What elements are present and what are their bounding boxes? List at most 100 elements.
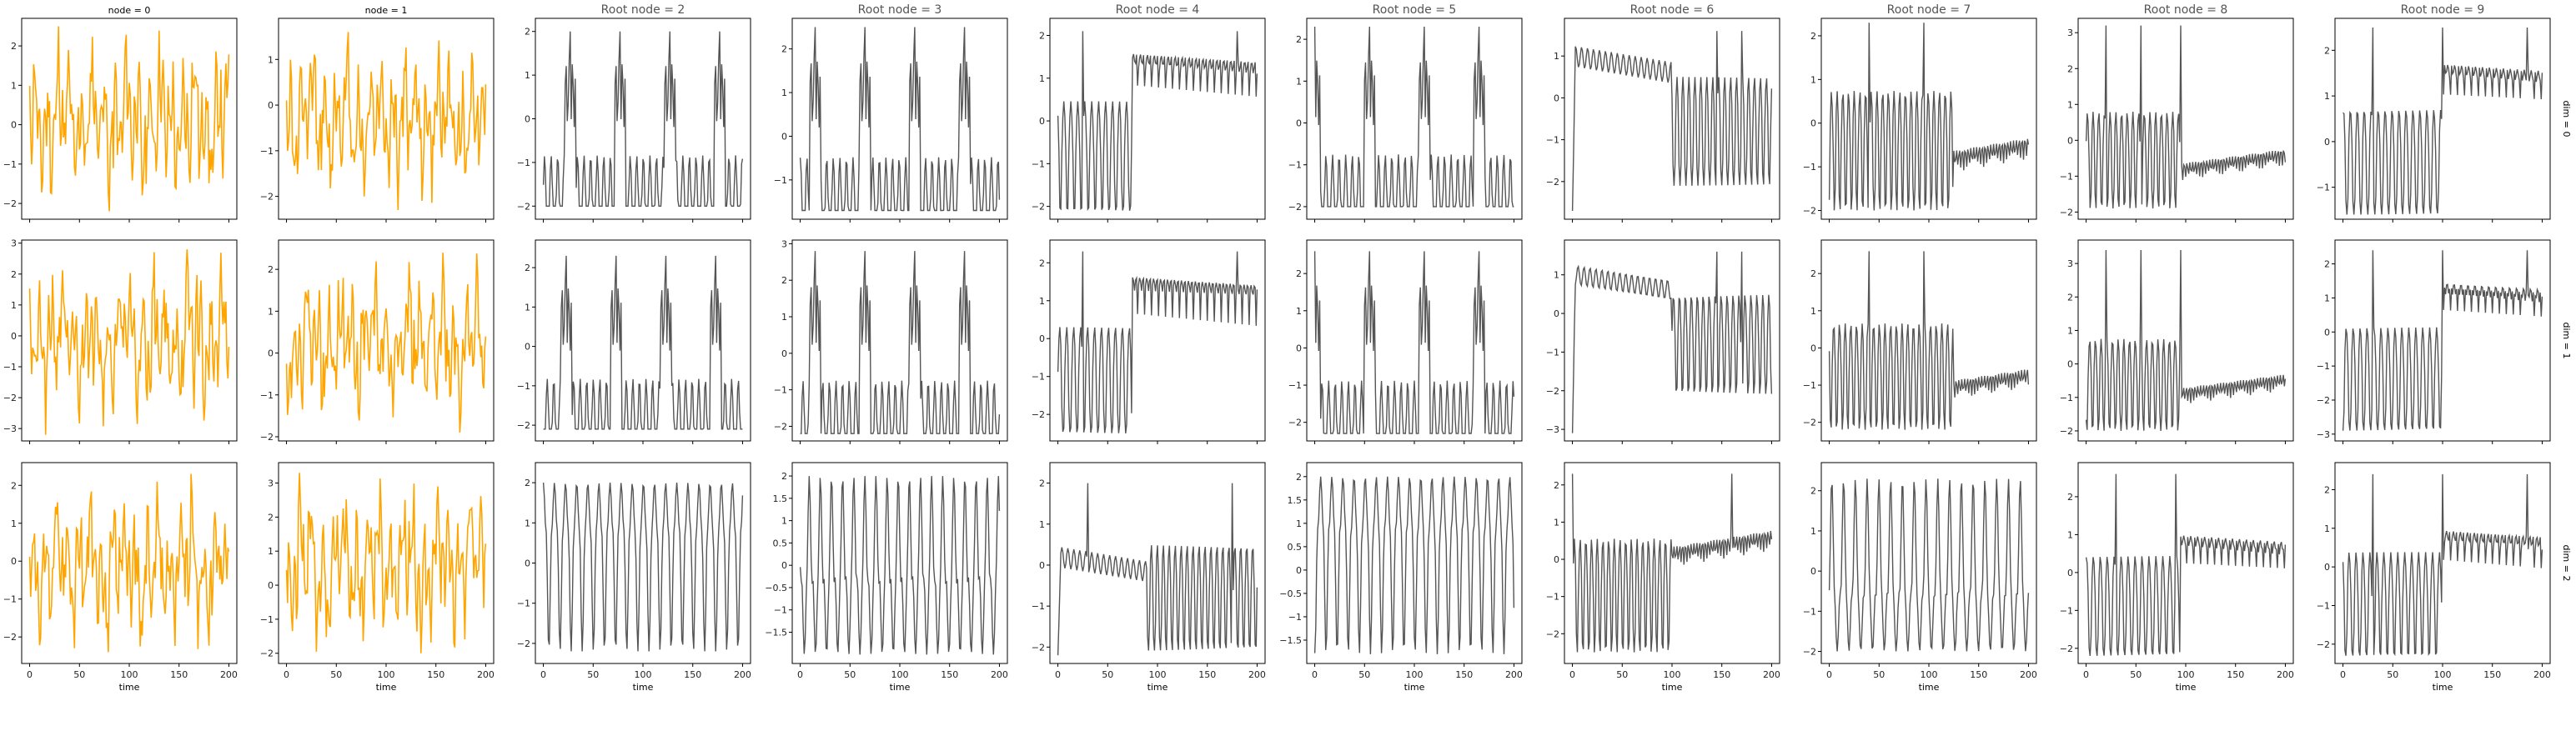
y-tick-label: −2 — [1803, 206, 1816, 217]
y-tick-label: 2 — [1039, 478, 1045, 489]
y-tick-label: 0 — [11, 120, 17, 131]
x-tick-label: 0 — [2340, 669, 2346, 680]
y-tick-label: −1 — [1032, 372, 1045, 383]
y-tick-label: −1 — [1288, 612, 1302, 623]
panel-r2-c7: −2 −1 0 1 2 0 50 100 150 200 time — [1803, 462, 2037, 693]
y-tick-label: 1 — [781, 88, 787, 98]
x-tick-label: 50 — [1358, 669, 1370, 680]
series-line — [1571, 31, 1773, 212]
row-label: dim = 0 — [2561, 101, 2572, 138]
y-tick-label: 1 — [11, 518, 17, 529]
y-tick-label: 0 — [1554, 93, 1559, 103]
y-tick-label: 0 — [1039, 116, 1045, 127]
x-tick-label: 150 — [1970, 669, 1987, 680]
y-tick-label: 2 — [268, 264, 274, 275]
y-tick-label: 1 — [525, 302, 530, 313]
y-tick-label: 0 — [2067, 135, 2073, 146]
y-tick-label: 0 — [1554, 554, 1559, 565]
x-tick-label: 50 — [844, 669, 856, 680]
y-tick-label: 0 — [1296, 565, 1302, 576]
panel-frame — [278, 462, 495, 664]
x-tick-label: 150 — [2483, 669, 2501, 680]
column-title: Root node = 4 — [1116, 3, 1200, 17]
y-tick-label: 1 — [1810, 526, 1816, 537]
y-tick-label: −3 — [2317, 429, 2330, 440]
y-tick-label: 2 — [11, 269, 17, 280]
column-title: node = 0 — [108, 5, 151, 16]
x-axis-label: time — [2176, 682, 2197, 693]
y-tick-label: −1 — [2060, 393, 2073, 403]
x-tick-label: 150 — [1713, 669, 1730, 680]
y-tick-label: −2 — [3, 393, 17, 403]
y-tick-label: 3 — [2067, 28, 2073, 38]
x-tick-label: 0 — [27, 669, 33, 680]
y-tick-label: −2 — [1288, 418, 1302, 428]
y-tick-label: 1.5 — [1288, 495, 1303, 506]
y-tick-label: 2 — [268, 512, 274, 523]
panel-r1-c1: −2 −1 0 1 2 — [260, 239, 495, 444]
y-tick-label: −1 — [2317, 361, 2330, 372]
y-tick-label: 0 — [2324, 562, 2330, 573]
y-tick-label: 2 — [525, 478, 530, 488]
y-tick-label: −0.5 — [1279, 588, 1302, 599]
y-tick-label: −1.5 — [765, 628, 787, 638]
panel-frame — [1820, 239, 2037, 442]
y-tick-label: 2 — [2067, 292, 2073, 303]
x-tick-label: 200 — [734, 669, 751, 680]
y-tick-label: 2 — [1554, 480, 1559, 491]
y-tick-label: −2 — [3, 632, 17, 643]
y-tick-label: −2 — [1032, 409, 1045, 420]
y-tick-label: 1 — [1554, 51, 1559, 62]
x-tick-label: 150 — [2227, 669, 2244, 680]
y-tick-label: −2 — [774, 421, 787, 432]
x-tick-label: 0 — [284, 669, 289, 680]
y-tick-label: −2 — [2060, 207, 2073, 218]
series-line — [2085, 249, 2287, 432]
y-tick-label: −1 — [774, 175, 787, 186]
x-tick-label: 200 — [991, 669, 1008, 680]
y-tick-label: 0 — [1296, 343, 1302, 353]
y-tick-label: −1 — [1288, 380, 1302, 391]
y-tick-label: 0 — [268, 100, 274, 111]
y-tick-label: 1 — [1039, 73, 1045, 84]
y-tick-label: −1 — [1032, 158, 1045, 169]
y-tick-label: 0 — [1039, 560, 1045, 571]
x-tick-label: 150 — [170, 669, 188, 680]
y-tick-label: 1 — [2324, 523, 2330, 534]
y-tick-label: 3 — [2067, 258, 2073, 269]
y-tick-label: −1 — [1803, 380, 1816, 391]
y-tick-label: −3 — [3, 423, 17, 434]
column-title: Root node = 8 — [2144, 3, 2228, 17]
series-line — [1057, 251, 1258, 433]
x-tick-label: 100 — [635, 669, 652, 680]
x-axis-label: time — [890, 682, 911, 693]
x-tick-label: 0 — [1826, 669, 1832, 680]
column-title: Root node = 3 — [858, 3, 942, 17]
y-tick-label: −1 — [260, 146, 274, 157]
panel-r2-c1: −2 −1 0 1 2 3 0 50 100 150 200 time — [260, 462, 495, 693]
y-tick-label: 0.5 — [1288, 542, 1303, 553]
y-tick-label: 2 — [2067, 492, 2073, 503]
y-tick-label: 1 — [2324, 91, 2330, 102]
y-tick-label: −2 — [2317, 639, 2330, 650]
panel-r0-c9: −1 0 1 2 Root node = 9 dim = 0 — [2317, 3, 2572, 223]
x-tick-label: 50 — [73, 669, 85, 680]
x-tick-label: 150 — [1198, 669, 1216, 680]
panel-r1-c4: −2 −1 0 1 2 — [1032, 239, 1266, 444]
y-tick-label: 0 — [525, 558, 530, 569]
y-tick-label: −0.5 — [765, 583, 787, 593]
series-line — [1313, 251, 1515, 434]
y-tick-label: 2 — [2324, 484, 2330, 495]
series-line — [1828, 23, 2030, 211]
x-tick-label: 200 — [2277, 669, 2294, 680]
x-tick-label: 200 — [220, 669, 238, 680]
x-axis-label: time — [1919, 682, 1940, 693]
y-tick-label: −2 — [260, 192, 274, 203]
row-label: dim = 2 — [2561, 545, 2572, 582]
x-tick-label: 200 — [2020, 669, 2037, 680]
series-line — [1828, 251, 2030, 430]
y-tick-label: −2 — [517, 201, 530, 212]
series-line — [799, 476, 1001, 655]
x-axis-label: time — [376, 682, 397, 693]
